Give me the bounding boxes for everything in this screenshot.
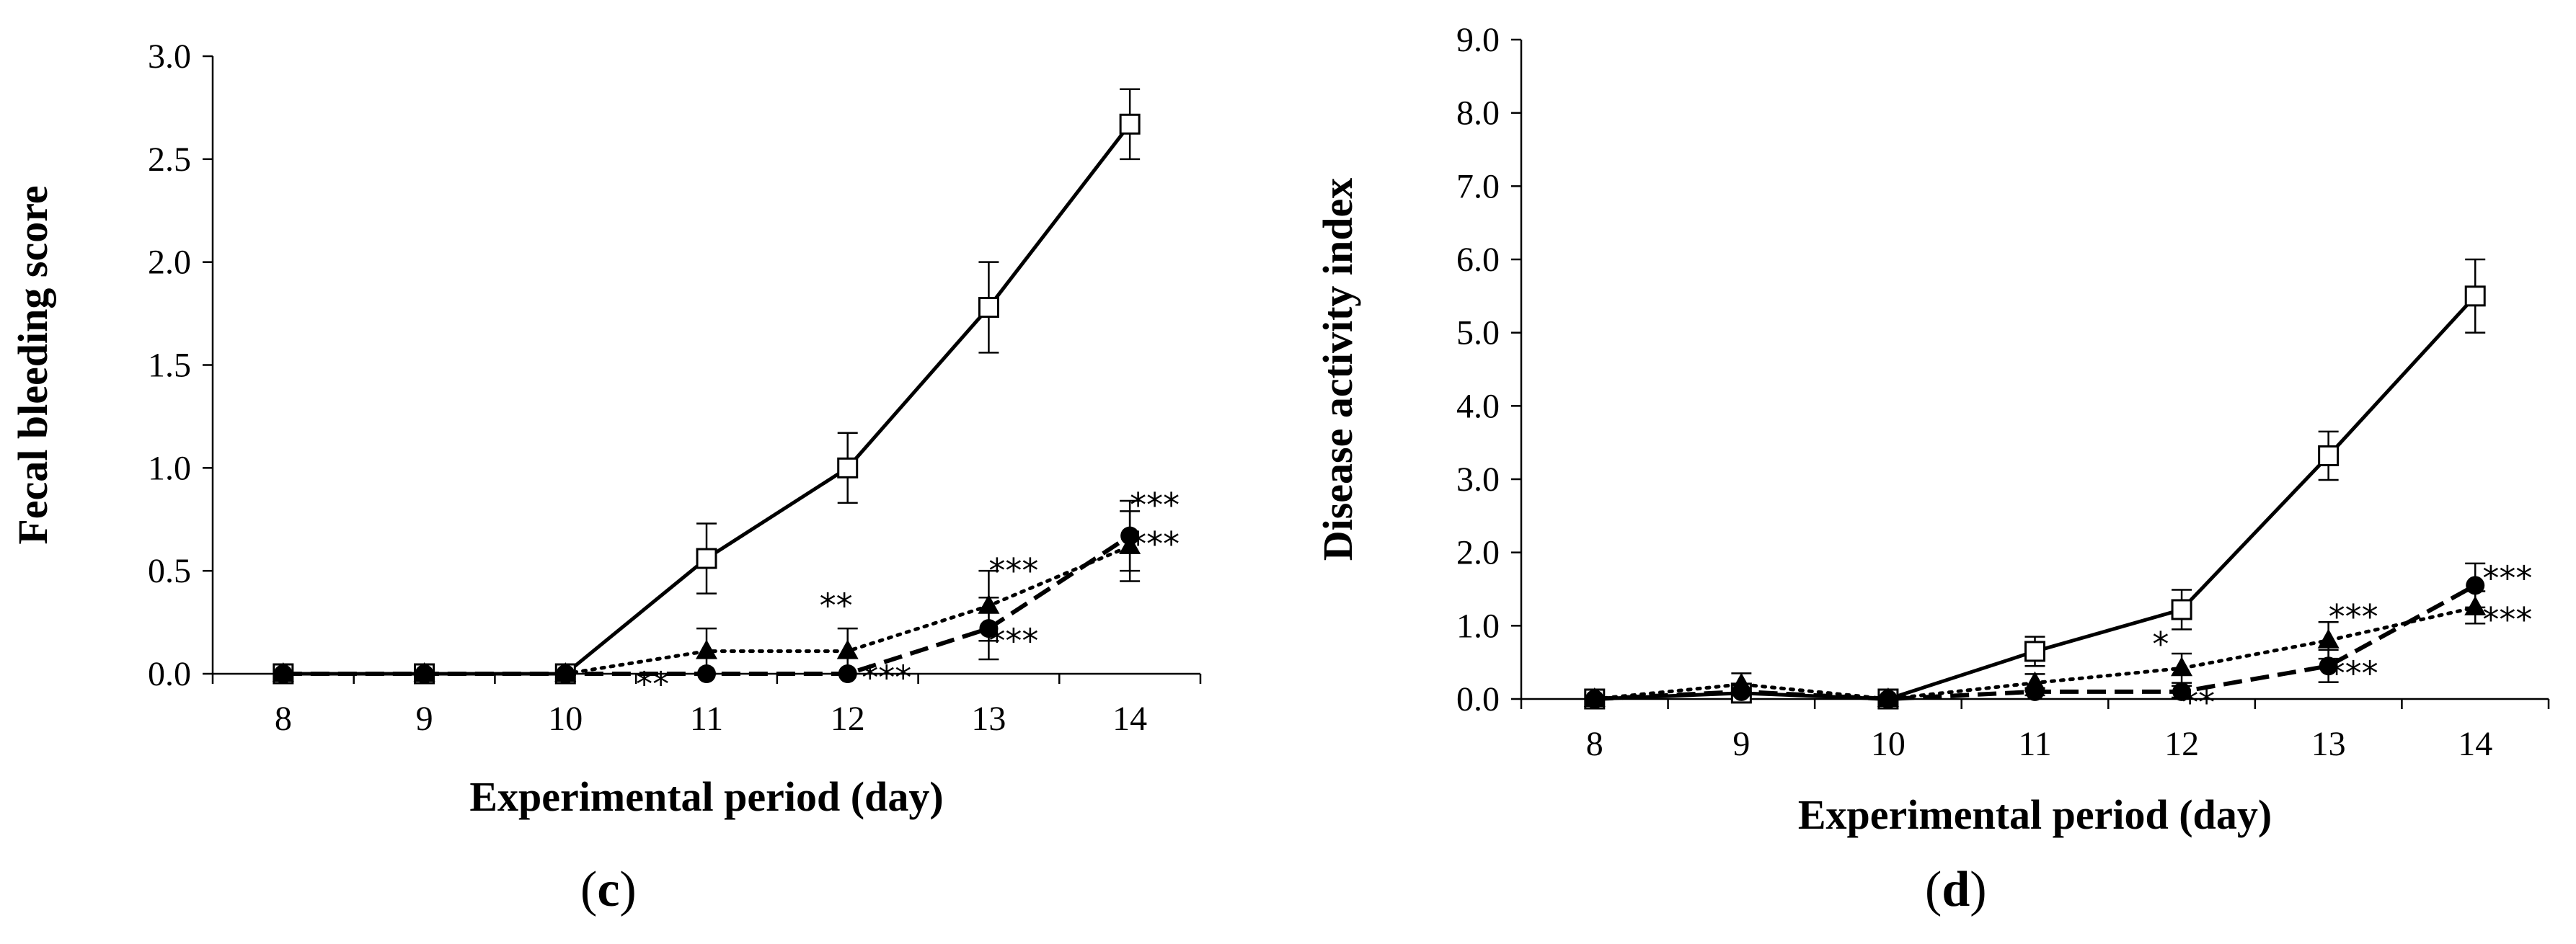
x-tick-label: 10 <box>1871 725 1906 763</box>
x-axis-title: Experimental period (day) <box>1798 791 2272 838</box>
data-point-triangle <box>836 639 859 659</box>
significance-label: *** <box>2329 654 2378 693</box>
y-tick-label: 0.0 <box>1456 680 1500 718</box>
x-tick-label: 9 <box>416 700 433 738</box>
y-tick-label: 0.0 <box>148 655 191 693</box>
data-point-circle <box>1120 526 1140 546</box>
y-tick-label: 4.0 <box>1456 387 1500 425</box>
x-tick-label: 8 <box>1586 725 1603 763</box>
data-point-circle <box>979 619 999 638</box>
data-point-triangle <box>2171 656 2193 677</box>
y-tick-label: 1.5 <box>148 347 191 385</box>
y-tick-label: 7.0 <box>1456 167 1500 205</box>
x-axis-title: Experimental period (day) <box>469 773 943 820</box>
x-tick-label: 13 <box>971 700 1006 738</box>
y-tick-label: 3.0 <box>148 37 191 76</box>
y-axis-title: Disease activity index <box>1314 178 1361 561</box>
x-tick-label: 14 <box>1112 700 1147 738</box>
data-point-circle <box>2172 682 2192 701</box>
y-axis-title: Fecal bleeding score <box>9 185 56 544</box>
y-tick-label: 5.0 <box>1456 314 1500 352</box>
data-point-circle <box>273 664 293 683</box>
y-tick-label: 1.0 <box>148 449 191 487</box>
data-point-circle <box>697 664 716 683</box>
chart-panel-c: 0.0 0.5 1.0 1.5 2.0 2.5 3.0 8 9 10 11 12 13 14 Experim… <box>0 0 1283 944</box>
data-point-square <box>2024 641 2045 662</box>
significance-label: *** <box>1130 525 1179 564</box>
chart-c-svg: 0.0 0.5 1.0 1.5 2.0 2.5 3.0 8 9 10 11 12 13 14 Experim… <box>9 37 1202 820</box>
y-tick-label: 6.0 <box>1456 241 1500 279</box>
data-point-circle <box>1878 690 1898 708</box>
y-tick-label: 9.0 <box>1456 21 1500 59</box>
significance-label: *** <box>988 551 1038 590</box>
x-tick-label: 12 <box>2164 725 2199 763</box>
y-tick-label: 2.5 <box>148 141 191 179</box>
x-tick-label: 11 <box>2018 725 2051 763</box>
y-tick-label: 8.0 <box>1456 94 1500 133</box>
significance-label: *** <box>862 659 911 698</box>
data-point-circle <box>1732 682 1751 701</box>
significance-label: *** <box>1130 486 1179 525</box>
data-point-square <box>1119 113 1141 135</box>
data-point-circle <box>2025 682 2045 701</box>
x-tick-label: 8 <box>275 700 292 738</box>
data-point-square <box>2171 599 2192 620</box>
data-point-square <box>2318 445 2340 466</box>
data-point-circle <box>556 664 575 683</box>
data-point-square <box>696 548 717 569</box>
data-point-circle <box>838 664 857 683</box>
data-point-square <box>2464 285 2486 307</box>
x-tick-label: 12 <box>831 700 865 738</box>
significance-label: *** <box>2329 597 2378 636</box>
significance-label: ** <box>636 664 669 703</box>
significance-label: *** <box>2482 600 2532 639</box>
significance-label: * <box>2152 625 2169 664</box>
chart-d-svg: 0.0 1.0 2.0 3.0 4.0 5.0 6.0 7.0 8.0 9.0 8 9 10 11 12 13… <box>1314 21 2550 838</box>
data-point-circle <box>1585 690 1604 708</box>
y-tick-label: 2.0 <box>1456 534 1500 572</box>
significance-label: *** <box>988 621 1038 660</box>
y-tick-label: 2.0 <box>148 244 191 282</box>
data-point-square <box>837 457 859 478</box>
x-tick-label: 14 <box>2458 725 2492 763</box>
x-tick-label: 13 <box>2311 725 2346 763</box>
data-point-circle <box>415 664 434 683</box>
x-tick-label: 9 <box>1732 725 1750 763</box>
data-point-triangle <box>2317 628 2340 649</box>
y-tick-label: 3.0 <box>1456 460 1500 499</box>
chart-panel-d: 0.0 1.0 2.0 3.0 4.0 5.0 6.0 7.0 8.0 9.0 8 9 10 11 12 13… <box>1283 0 2576 944</box>
data-point-triangle <box>696 639 717 659</box>
significance-label: ** <box>820 587 853 625</box>
x-tick-label: 10 <box>548 700 583 738</box>
data-point-square <box>978 297 999 319</box>
significance-label: ** <box>2182 683 2215 722</box>
panel-label-d: (d) <box>1925 862 1987 917</box>
data-point-circle <box>2319 656 2338 676</box>
x-tick-label: 11 <box>690 700 723 738</box>
significance-label: *** <box>2482 558 2532 597</box>
data-point-circle <box>2466 576 2485 595</box>
y-tick-label: 1.0 <box>1456 607 1500 645</box>
y-tick-label: 0.5 <box>148 552 191 590</box>
panel-label-c: (c) <box>580 862 637 917</box>
